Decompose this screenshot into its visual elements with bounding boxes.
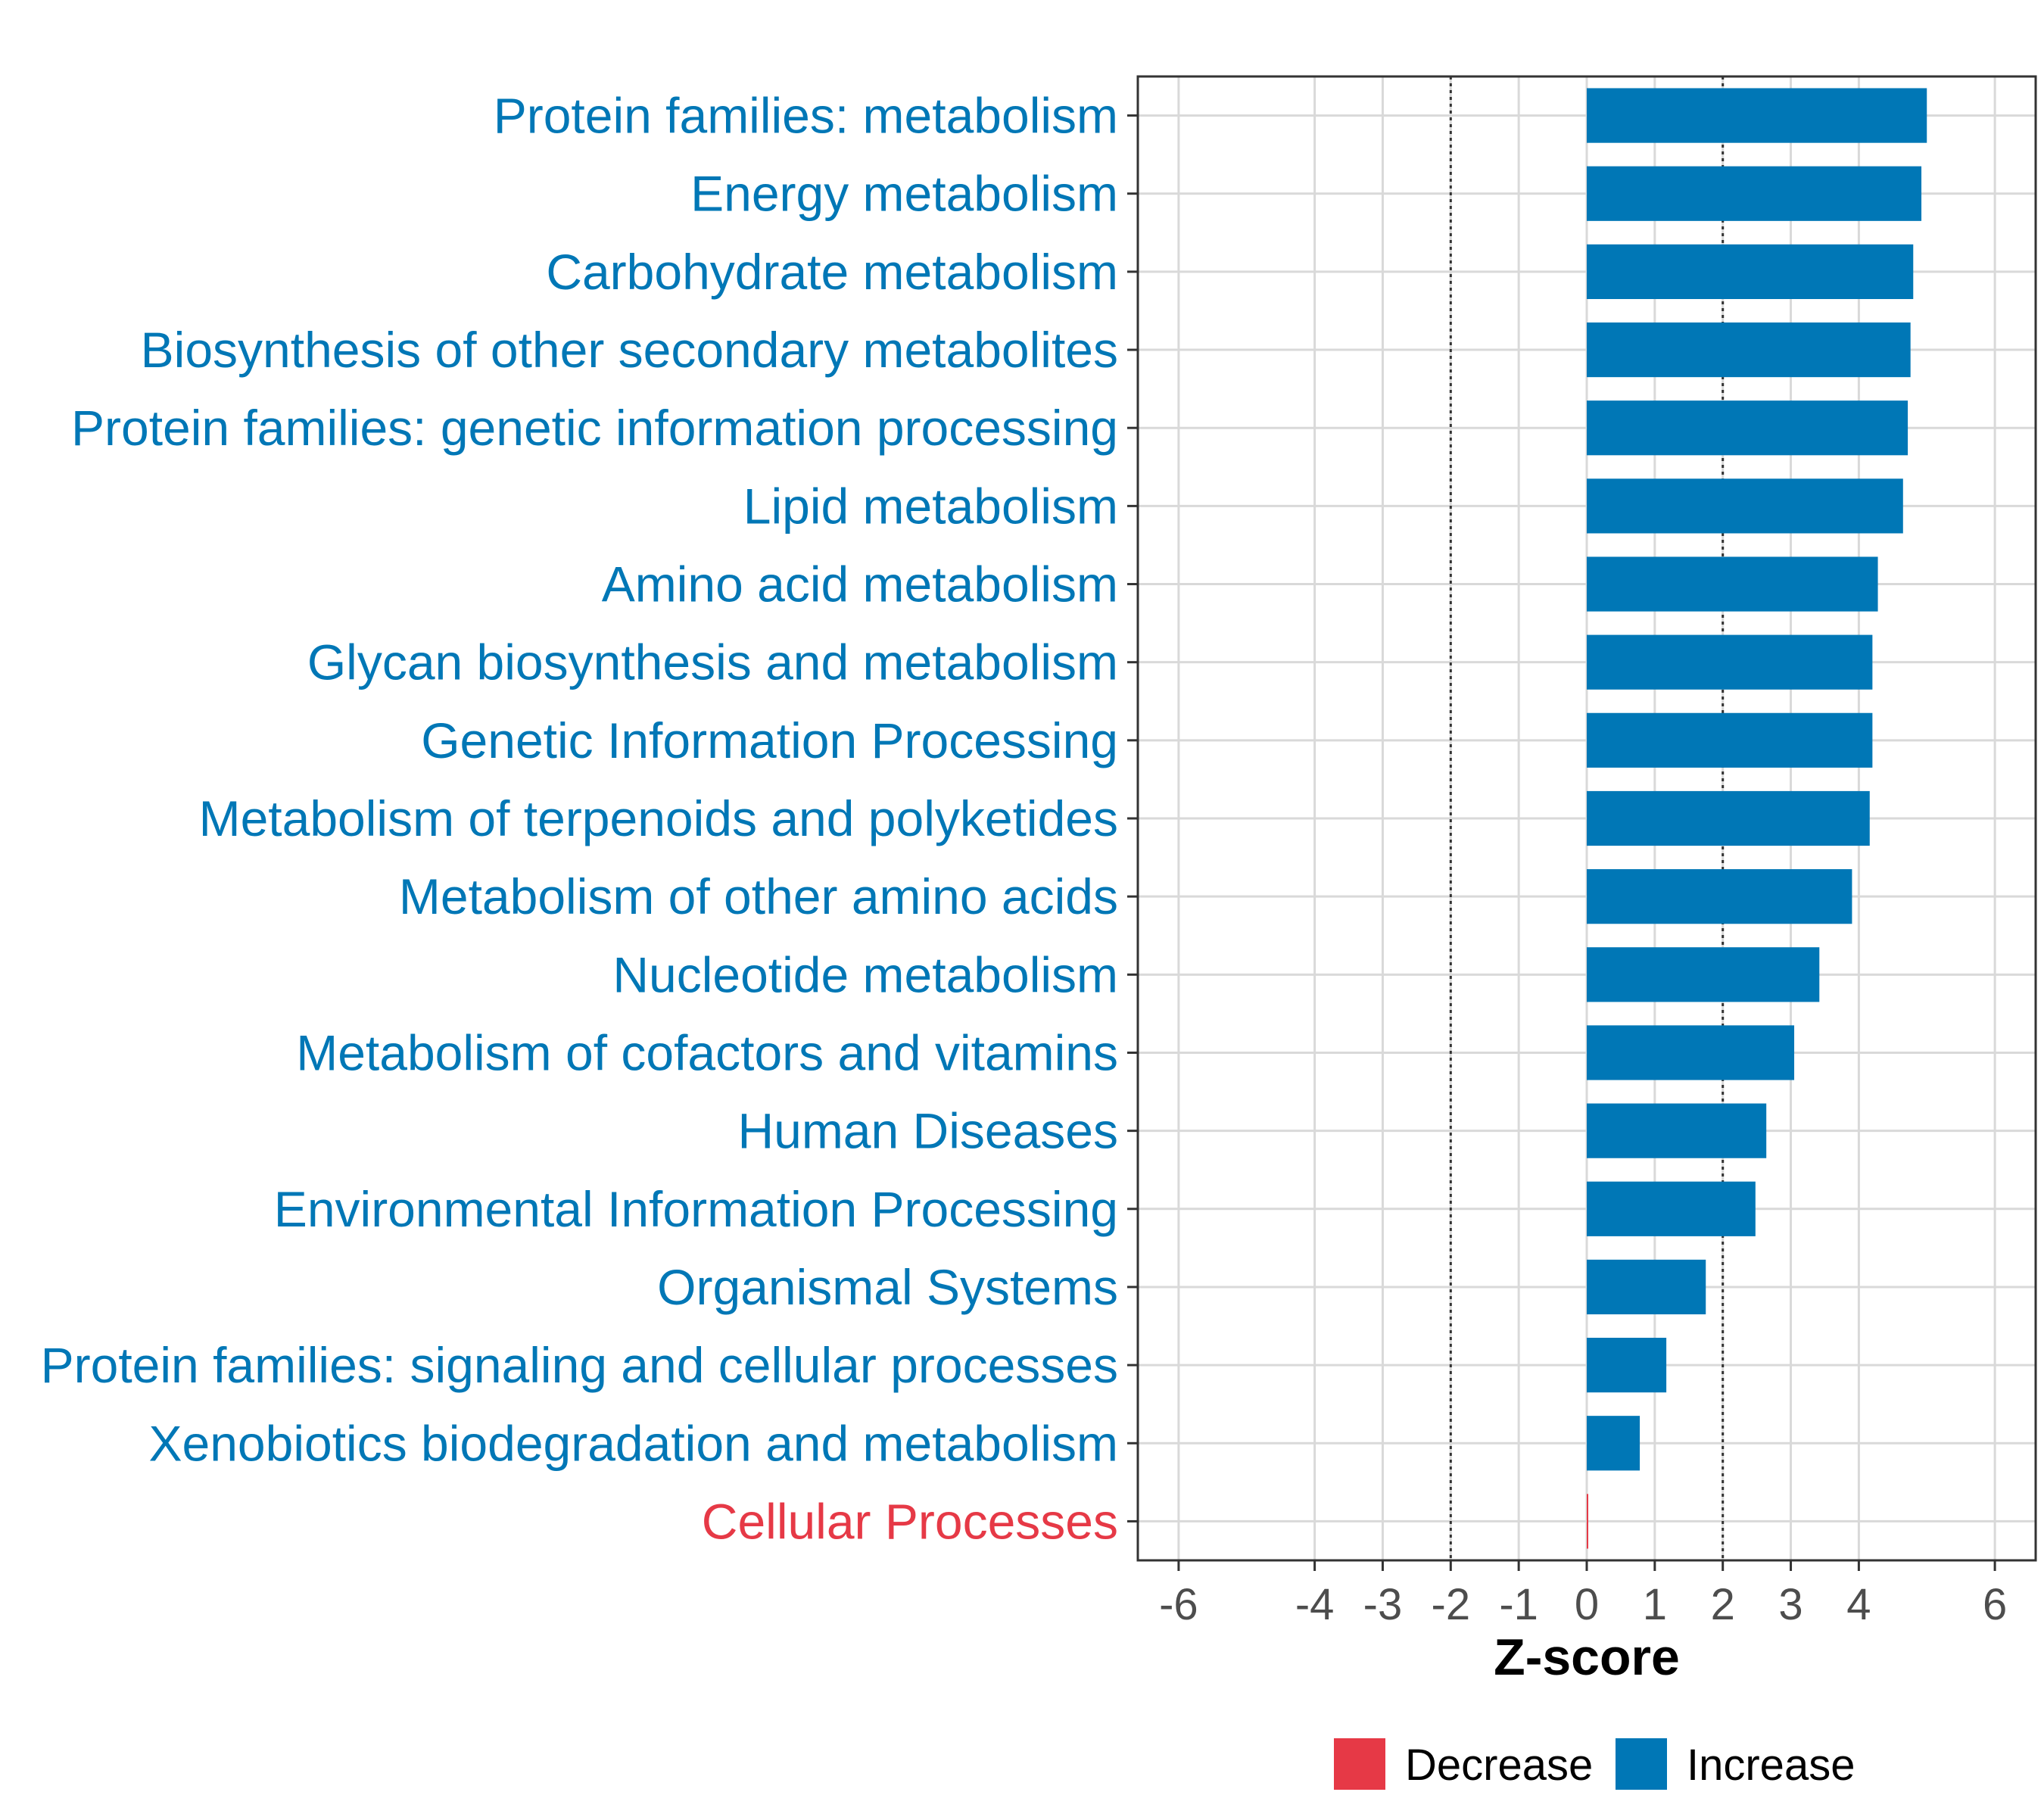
x-axis-tick-labels: -6 -4 -3 -2 -1 0 1 2 3 4 6: [1159, 1580, 2007, 1629]
y-label-human-diseases: Human Diseases: [737, 1103, 1118, 1159]
y-label-protein-families-genetic-information-processing: Protein families: genetic information pr…: [71, 400, 1118, 456]
y-label-environmental-information-processing: Environmental Information Processing: [274, 1181, 1118, 1237]
bar-genetic-information-processing: [1587, 712, 1873, 768]
bar-cellular-processes: [1587, 1494, 1588, 1549]
bar-protein-families-metabolism: [1587, 88, 1927, 143]
legend-swatch-increase: [1616, 1738, 1667, 1790]
x-axis-title: Z-score: [1494, 1628, 1680, 1686]
legend-swatch-decrease: [1334, 1738, 1385, 1790]
bar-metabolism-of-terpenoids-and-polyketides: [1587, 790, 1870, 846]
y-label-xenobiotics-biodegradation-and-metabolism: Xenobiotics biodegradation and metabolis…: [149, 1415, 1119, 1471]
bar-biosynthesis-of-other-secondary-metabolites: [1587, 322, 1911, 378]
y-label-metabolism-of-other-amino-acids: Metabolism of other amino acids: [399, 868, 1118, 924]
bar-metabolism-of-other-amino-acids: [1587, 869, 1852, 924]
bar-carbohydrate-metabolism: [1587, 244, 1914, 299]
bars: [1587, 88, 1927, 1549]
x-tick-label-6: 6: [1983, 1580, 2007, 1629]
x-axis-ticks: [1177, 1560, 1996, 1571]
legend-label-increase: Increase: [1687, 1741, 1855, 1790]
bar-energy-metabolism: [1587, 166, 1922, 221]
y-label-genetic-information-processing: Genetic Information Processing: [421, 712, 1118, 768]
legend: Decrease Increase: [1334, 1738, 1855, 1790]
bar-human-diseases: [1587, 1103, 1767, 1158]
x-tick-label-4: -4: [1295, 1580, 1335, 1629]
x-tick-label-1: 1: [1643, 1580, 1667, 1629]
x-tick-label-1: -1: [1499, 1580, 1538, 1629]
bar-lipid-metabolism: [1587, 478, 1903, 534]
bar-xenobiotics-biodegradation-and-metabolism: [1587, 1416, 1640, 1471]
y-axis-ticks: [1127, 114, 1138, 1522]
y-label-metabolism-of-cofactors-and-vitamins: Metabolism of cofactors and vitamins: [296, 1024, 1118, 1080]
bar-organismal-systems: [1587, 1259, 1706, 1315]
y-label-cellular-processes: Cellular Processes: [702, 1493, 1118, 1549]
bar-amino-acid-metabolism: [1587, 556, 1878, 612]
y-label-glycan-biosynthesis-and-metabolism: Glycan biosynthesis and metabolism: [307, 634, 1118, 690]
x-tick-label-3: 3: [1778, 1580, 1803, 1629]
x-tick-label-6: -6: [1159, 1580, 1198, 1629]
x-tick-label-0: 0: [1575, 1580, 1599, 1629]
y-label-biosynthesis-of-other-secondary-metabolites: Biosynthesis of other secondary metaboli…: [141, 322, 1118, 378]
y-label-organismal-systems: Organismal Systems: [657, 1259, 1118, 1315]
bar-protein-families-genetic-information-processing: [1587, 400, 1908, 456]
bar-nucleotide-metabolism: [1587, 947, 1820, 1002]
x-tick-label-2: -2: [1432, 1580, 1471, 1629]
y-label-protein-families-metabolism: Protein families: metabolism: [494, 88, 1118, 144]
y-label-lipid-metabolism: Lipid metabolism: [743, 478, 1118, 534]
bar-glycan-biosynthesis-and-metabolism: [1587, 634, 1873, 690]
y-label-protein-families-signaling-and-cellular-processes: Protein families: signaling and cellular…: [41, 1337, 1118, 1393]
bar-protein-families-signaling-and-cellular-processes: [1587, 1338, 1667, 1393]
x-tick-label-3: -3: [1363, 1580, 1403, 1629]
bar-metabolism-of-cofactors-and-vitamins: [1587, 1025, 1795, 1080]
legend-label-decrease: Decrease: [1405, 1741, 1593, 1790]
y-label-carbohydrate-metabolism: Carbohydrate metabolism: [546, 244, 1118, 300]
x-tick-label-4: 4: [1846, 1580, 1871, 1629]
y-label-amino-acid-metabolism: Amino acid metabolism: [602, 556, 1118, 612]
y-label-nucleotide-metabolism: Nucleotide metabolism: [612, 946, 1118, 1002]
y-label-energy-metabolism: Energy metabolism: [690, 166, 1118, 222]
y-label-metabolism-of-terpenoids-and-polyketides: Metabolism of terpenoids and polyketides: [199, 790, 1118, 846]
bar-environmental-information-processing: [1587, 1181, 1756, 1236]
x-tick-label-2: 2: [1711, 1580, 1735, 1629]
y-axis-labels: Protein families: metabolism Energy metab…: [41, 88, 1118, 1550]
